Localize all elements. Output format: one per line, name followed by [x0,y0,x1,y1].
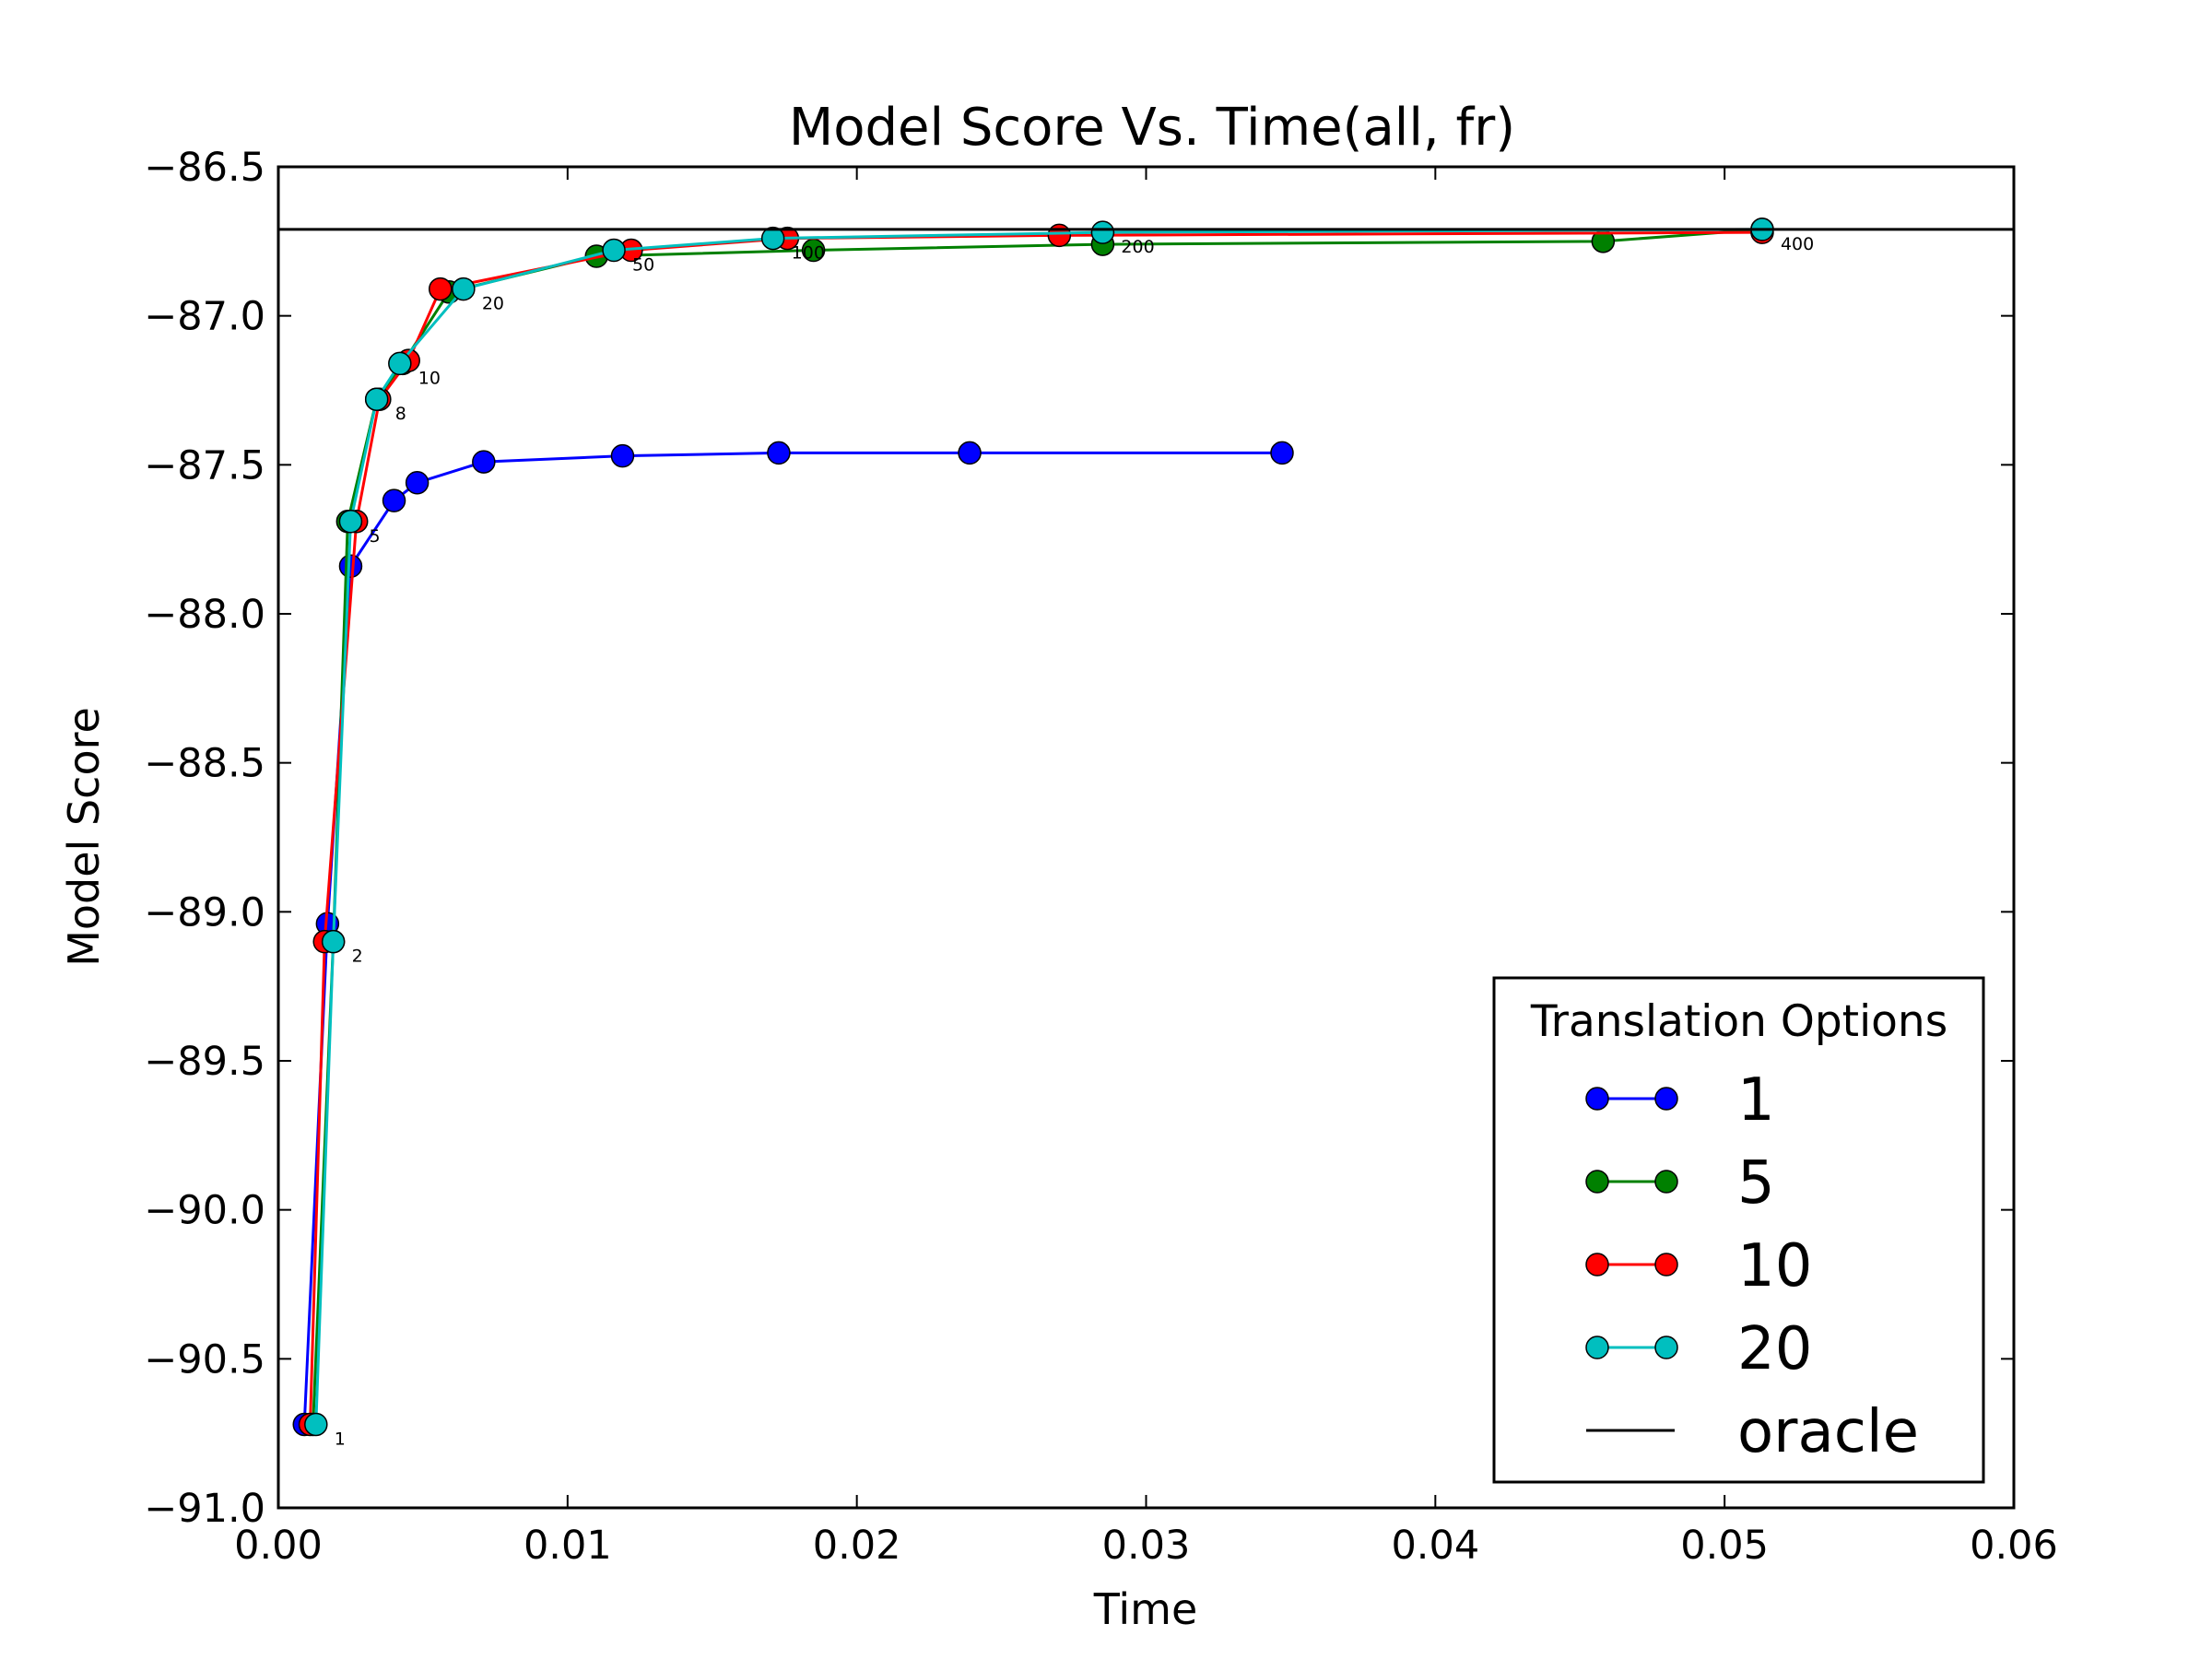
x-tick-label: 0.04 [1391,1523,1479,1569]
point-annotation: 20 [482,294,504,314]
point-annotation: 2 [352,947,363,967]
y-tick-label: −87.0 [144,294,265,340]
y-tick-label: −91.0 [144,1486,265,1532]
point-annotation: 400 [1781,234,1814,254]
legend-marker-1 [1585,1087,1609,1111]
series-point-20 [388,351,412,376]
legend-marker-5 [1654,1170,1678,1194]
plot-area: 1 2 5 8 10 20 50 100 200 400 [278,218,2014,1449]
point-annotation: 8 [395,404,406,424]
series-point-20 [364,387,389,411]
chart-title: Model Score Vs. Time(all, fr) [789,98,1515,158]
x-tick-label: 0.05 [1680,1523,1769,1569]
legend-marker-20 [1585,1335,1609,1359]
legend-marker-1 [1654,1087,1678,1111]
y-tick-label: −88.0 [144,592,265,638]
legend-marker-10 [1654,1253,1678,1277]
series-line-1 [302,451,1283,1425]
x-axis-label: Time [1093,1584,1198,1634]
series-point-1 [958,441,982,465]
series-point-10 [1047,223,1072,248]
series-point-20 [338,510,363,534]
point-annotation: 100 [792,243,825,264]
y-axis: −91.0 −90.5 −90.0 −89.5 −89.0 −88.5 −88.0 −87.5… [144,145,2014,1532]
x-tick-label: 0.00 [234,1523,323,1569]
y-tick-label: −90.0 [144,1188,265,1234]
point-annotation: 200 [1121,237,1154,257]
series-point-20 [452,276,476,301]
y-tick-label: −89.0 [144,889,265,935]
series-point-20 [304,1412,328,1437]
x-tick-label: 0.03 [1102,1523,1191,1569]
legend-label-10: 10 [1737,1232,1812,1300]
x-axis: 0.00 0.01 0.02 0.03 0.04 0.05 0.06 [234,167,2058,1569]
legend-marker-5 [1585,1170,1609,1194]
series-point-10 [428,276,453,301]
series-point-1 [472,450,496,474]
y-tick-label: −86.5 [144,145,265,191]
series-point-20 [1090,220,1115,244]
point-annotation: 10 [418,368,441,388]
series-point-20 [760,226,785,251]
legend-label-oracle: oracle [1737,1398,1919,1466]
x-tick-label: 0.01 [524,1523,612,1569]
series-line-20 [314,228,1762,1425]
legend: Translation Options 1 5 10 20 oracle [1492,976,1985,1484]
y-tick-label: −90.5 [144,1336,265,1382]
y-tick-label: −89.5 [144,1039,265,1085]
legend-entries: 1 5 10 20 oracle [1585,1066,1919,1466]
x-tick-label: 0.06 [1970,1523,2058,1569]
series-point-1 [338,554,363,579]
point-annotation: 50 [632,255,654,276]
series-point-20 [602,238,626,263]
y-tick-label: −87.5 [144,442,265,488]
series-point-1 [767,441,791,465]
series-point-20 [321,929,346,954]
point-annotation: 1 [335,1429,346,1449]
y-tick-label: −88.5 [144,741,265,787]
legend-label-1: 1 [1737,1066,1775,1135]
legend-marker-10 [1585,1253,1609,1277]
legend-label-20: 20 [1737,1315,1812,1383]
series-point-1 [1270,441,1294,465]
legend-label-5: 5 [1737,1149,1775,1218]
legend-box [1492,976,1985,1484]
x-tick-label: 0.02 [813,1523,901,1569]
legend-title: Translation Options [1530,996,1947,1047]
y-axis-label: Model Score [59,707,109,967]
series-point-1 [382,488,406,512]
legend-marker-20 [1654,1335,1678,1359]
series-point-1 [405,470,429,495]
series-point-1 [610,443,635,468]
point-annotation: 5 [369,526,380,547]
